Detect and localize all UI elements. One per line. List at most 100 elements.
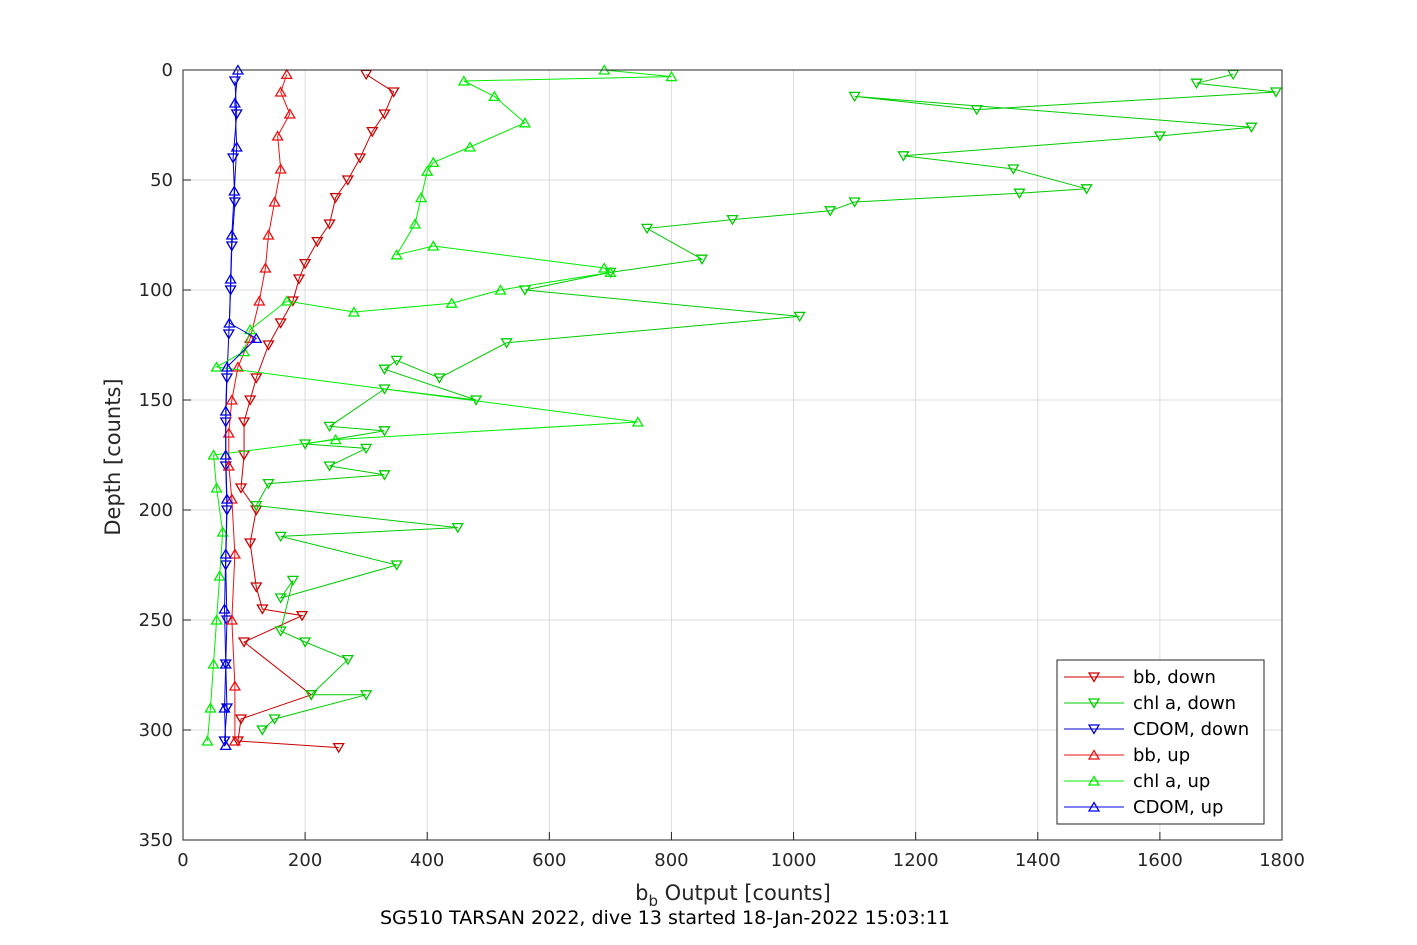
data-point xyxy=(220,361,234,372)
x-tick-label: 1400 xyxy=(1015,850,1061,871)
data-point xyxy=(1080,184,1093,195)
data-point xyxy=(329,192,342,204)
data-point xyxy=(237,637,251,648)
legend-box xyxy=(1056,659,1265,825)
data-point xyxy=(230,141,243,152)
data-point xyxy=(695,254,709,265)
data-point xyxy=(500,338,513,349)
data-point xyxy=(347,306,361,317)
grid-lines xyxy=(182,69,1283,841)
y-tick-label: 100 xyxy=(139,280,173,301)
data-point xyxy=(250,373,263,384)
data-point xyxy=(378,109,391,120)
series-layer xyxy=(201,64,1283,754)
data-point xyxy=(219,548,232,559)
legend-label: bb, up xyxy=(1133,745,1190,766)
data-point xyxy=(283,108,296,119)
legend-label: CDOM, down xyxy=(1133,719,1249,740)
series-5 xyxy=(218,64,263,751)
data-point xyxy=(224,273,237,284)
data-point xyxy=(427,156,440,168)
data-point xyxy=(201,735,214,746)
data-point xyxy=(219,405,232,416)
data-point xyxy=(311,236,324,248)
data-point xyxy=(640,223,654,235)
data-point xyxy=(216,526,229,537)
data-point xyxy=(219,658,232,669)
data-point xyxy=(463,141,477,152)
data-point xyxy=(360,443,373,455)
data-point xyxy=(298,637,312,648)
data-point xyxy=(218,603,231,614)
data-point xyxy=(250,582,263,593)
data-point xyxy=(218,702,231,713)
series-4 xyxy=(201,64,678,746)
x-tick-label: 400 xyxy=(410,850,444,871)
data-point xyxy=(1269,87,1283,98)
data-point xyxy=(268,714,281,725)
data-point xyxy=(1245,122,1258,133)
data-point xyxy=(897,151,910,162)
data-point xyxy=(360,690,373,701)
y-tick-label: 150 xyxy=(139,390,173,411)
legend-label: chl a, up xyxy=(1133,771,1210,792)
x-axis-label-main: b xyxy=(635,881,648,905)
data-point xyxy=(378,364,391,375)
data-point xyxy=(219,449,232,460)
y-tick-label: 300 xyxy=(139,720,173,741)
y-axis-label: Depth [counts] xyxy=(101,378,125,535)
series-line xyxy=(228,74,291,741)
x-tick-labels: 0 200 400 600 800 1000 1200 1400 1600 1800 xyxy=(177,850,1305,871)
data-point xyxy=(848,197,861,208)
y-tick-label: 50 xyxy=(150,170,173,191)
data-point xyxy=(228,97,242,108)
data-point xyxy=(228,185,241,196)
legend-marker xyxy=(1087,801,1101,812)
legend: bb, down chl a, down CDOM, down bb, up chl a… xyxy=(1056,659,1265,825)
chart-caption: SG510 TARSAN 2022, dive 13 started 18-Ja… xyxy=(380,907,950,929)
data-point xyxy=(231,361,245,372)
data-point xyxy=(341,654,354,666)
data-point xyxy=(793,311,806,323)
data-point xyxy=(298,258,312,270)
legend-marker xyxy=(1087,775,1101,786)
x-tick-label: 1600 xyxy=(1137,850,1183,871)
legend-label: bb, down xyxy=(1133,667,1216,688)
data-point xyxy=(323,421,336,433)
data-point xyxy=(445,297,458,308)
data-point xyxy=(433,373,446,384)
x-axis-label: bb Output [counts] xyxy=(635,881,831,910)
data-point xyxy=(604,266,617,278)
data-point xyxy=(378,426,391,437)
x-axis-label-rest: Output [counts] xyxy=(658,881,831,905)
data-point xyxy=(488,90,501,102)
data-point xyxy=(726,214,739,226)
data-point xyxy=(323,461,336,472)
data-point xyxy=(1190,78,1203,89)
data-point xyxy=(274,318,287,329)
series-line xyxy=(255,73,1276,731)
y-tick-label: 0 xyxy=(162,60,173,81)
x-tick-label: 200 xyxy=(288,850,322,871)
data-point xyxy=(848,91,861,103)
data-point xyxy=(210,482,223,493)
data-point xyxy=(226,153,240,164)
data-point xyxy=(274,86,287,97)
data-point xyxy=(457,75,470,86)
y-tick-labels: 0 50 100 150 200 250 300 350 xyxy=(139,60,173,851)
data-point xyxy=(408,218,422,229)
data-point xyxy=(259,262,272,273)
data-point xyxy=(213,570,226,581)
data-point xyxy=(230,109,243,120)
data-point xyxy=(824,206,837,217)
data-point xyxy=(228,735,242,746)
data-point xyxy=(286,575,300,587)
data-point xyxy=(1007,164,1020,175)
data-point xyxy=(323,219,336,230)
data-point xyxy=(274,163,287,174)
data-point xyxy=(390,560,403,571)
data-point xyxy=(332,742,345,754)
data-point xyxy=(631,416,645,427)
legend-marker xyxy=(1087,749,1101,760)
